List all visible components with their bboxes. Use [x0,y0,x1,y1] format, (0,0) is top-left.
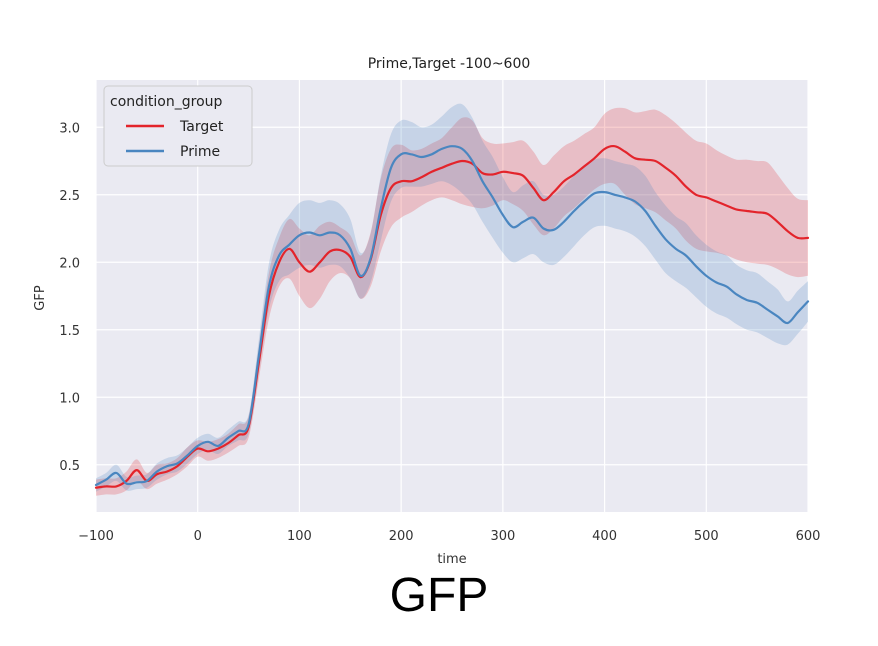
legend-label-prime: Prime [180,144,220,160]
x-tick-label: 200 [389,529,414,544]
target-series-line [94,144,810,489]
y-tick-label: 2.0 [59,256,80,271]
prime-confidence-band [96,103,808,492]
confidence-bands [96,103,808,496]
legend: condition_group Target Prime [103,85,253,167]
target-confidence-band [96,107,808,496]
y-tick-label: 3.0 [59,121,80,136]
x-tick-label: 0 [194,529,202,544]
x-tick-label: 500 [694,529,719,544]
y-tick-label: 0.5 [59,459,80,474]
x-tick-label: −100 [78,529,114,544]
chart-title: Prime,Target -100~600 [368,56,531,72]
legend-box [103,85,253,167]
legend-label-target: Target [179,119,224,135]
grid-lines [95,80,809,512]
y-tick-label: 1.0 [59,391,80,406]
y-tick-label: 1.5 [59,324,80,339]
legend-title: condition_group [110,94,223,110]
series-lines [94,144,810,489]
y-tick-labels: 0.5 1.0 1.5 2.0 2.5 3.0 [59,121,80,474]
x-tick-label: 300 [490,529,515,544]
y-tick-label: 2.5 [59,189,80,204]
x-tick-label: 400 [592,529,617,544]
prime-series-line [94,145,810,487]
figure-caption: GFP [389,569,489,622]
x-tick-label: 100 [287,529,312,544]
x-tick-labels: −100 0 100 200 300 400 500 600 [78,529,820,544]
x-axis-label: time [437,552,466,567]
x-tick-label: 600 [796,529,821,544]
y-axis-label: GFP [33,285,48,311]
